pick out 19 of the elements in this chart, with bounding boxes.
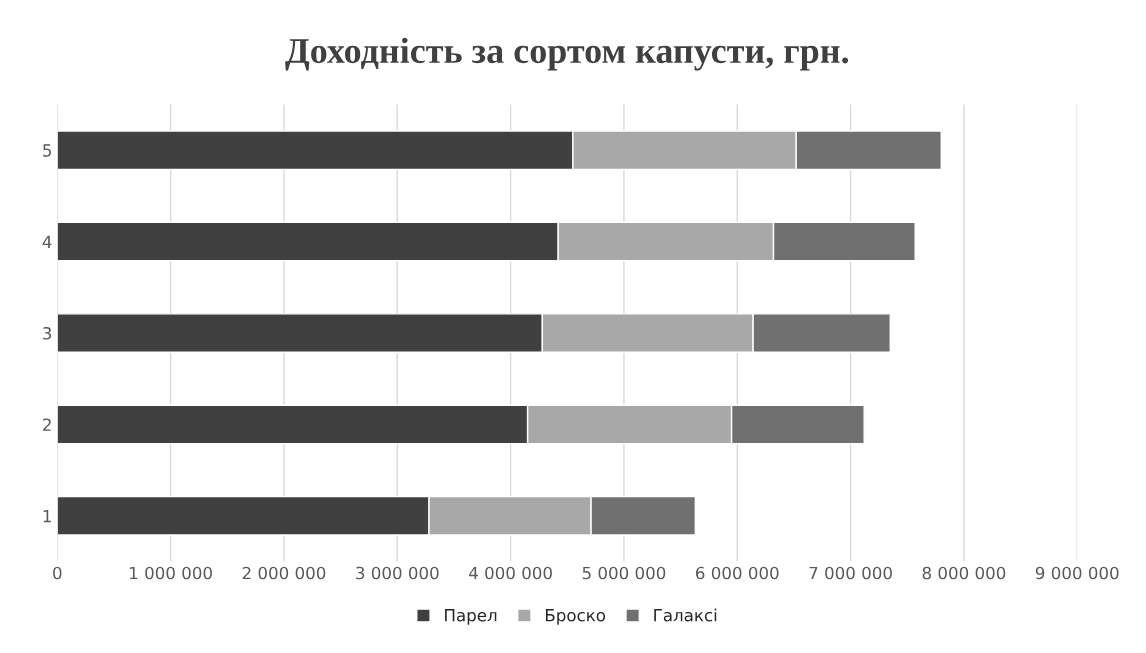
legend-label: Броско bbox=[545, 609, 606, 625]
y-tick-label: 1 bbox=[43, 510, 51, 523]
chart-title: Доходність за сортом капусти, грн. bbox=[285, 37, 849, 71]
x-tick-label: 2 000 000 bbox=[242, 566, 326, 580]
legend-label: Галаксі bbox=[654, 608, 717, 622]
x-tick-label: 3 000 000 bbox=[356, 566, 439, 580]
x-tick-label: 6 000 000 bbox=[696, 566, 779, 580]
y-tick-label: 4 bbox=[42, 235, 52, 248]
x-tick-label: 8 000 000 bbox=[922, 566, 1006, 580]
x-tick-label: 5 000 000 bbox=[582, 566, 666, 580]
x-tick-label: 7 000 000 bbox=[809, 566, 892, 580]
y-tick-label: 2 bbox=[43, 418, 51, 431]
y-tick-label: 5 bbox=[43, 144, 51, 157]
x-tick-label: 0 bbox=[53, 566, 62, 580]
x-tick-label: 9 000 000 bbox=[1035, 566, 1119, 580]
x-tick-label: 1 000 000 bbox=[130, 566, 212, 580]
y-tick-label: 3 bbox=[43, 326, 52, 340]
x-tick-label: 4 000 000 bbox=[469, 566, 552, 580]
legend-label: Парел bbox=[445, 609, 497, 625]
